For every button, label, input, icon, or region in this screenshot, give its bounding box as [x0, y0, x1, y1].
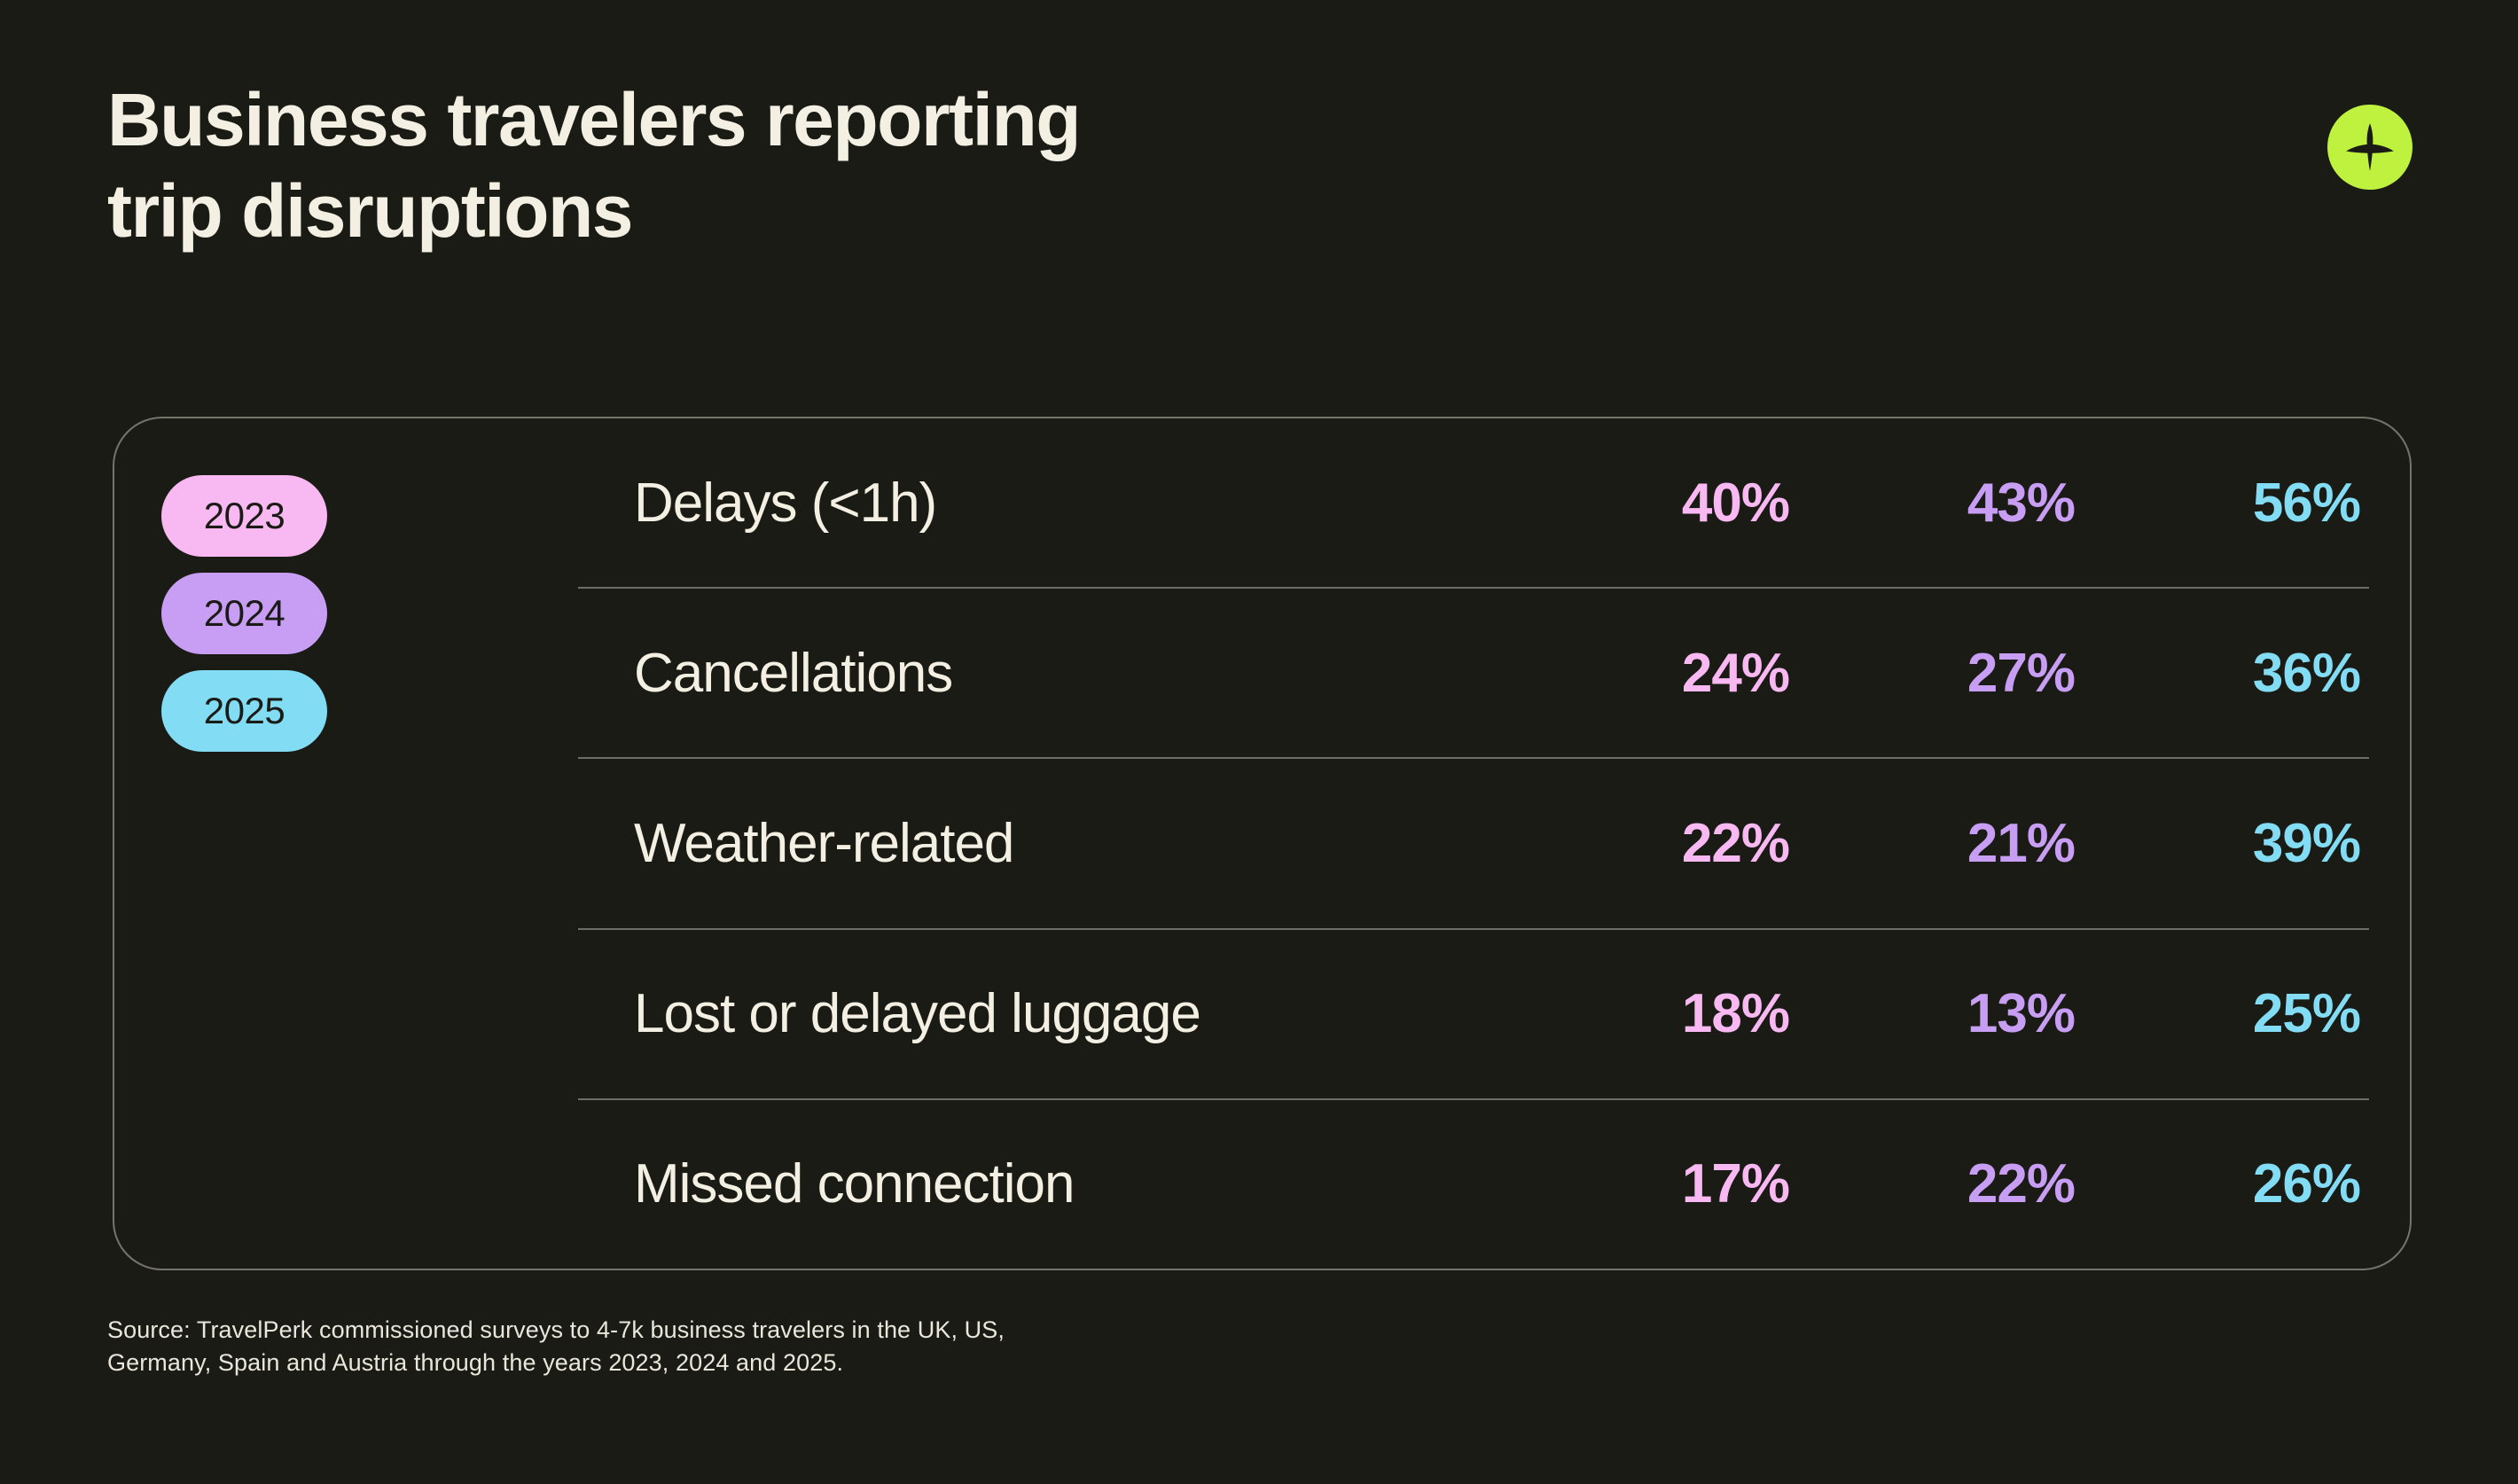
value-2024: 22% [1967, 1153, 2076, 1215]
value-2024: 27% [1967, 642, 2076, 704]
table-row-cancellations: Cancellations 24% 27% 36% [578, 587, 2369, 757]
page-title-line-2: trip disruptions [107, 169, 633, 253]
value-2023: 24% [1681, 642, 1790, 704]
value-2024: 13% [1967, 983, 2076, 1045]
source-line-2: Germany, Spain and Austria through the y… [107, 1349, 844, 1376]
value-2024: 21% [1967, 813, 2076, 874]
value-2025: 26% [2252, 1153, 2361, 1215]
disruptions-table: Delays (<1h) 40% 43% 56% Cancellations 2… [578, 418, 2369, 1269]
table-row-missed-connection: Missed connection 17% 22% 26% [578, 1097, 2369, 1269]
legend-pill-2024: 2024 [161, 573, 327, 654]
table-row-delays: Delays (<1h) 40% 43% 56% [578, 418, 2369, 587]
row-label: Lost or delayed luggage [634, 983, 1201, 1045]
legend-pill-2023: 2023 [161, 475, 327, 557]
page-title-line-1: Business travelers reporting [107, 78, 1082, 161]
value-2025: 39% [2252, 813, 2361, 874]
value-2023: 40% [1681, 472, 1790, 534]
airplane-icon [2346, 123, 2394, 171]
source-note: Source: TravelPerk commissioned surveys … [107, 1314, 1005, 1379]
value-2025: 25% [2252, 983, 2361, 1045]
value-2025: 56% [2252, 472, 2361, 534]
row-label: Cancellations [634, 642, 953, 704]
legend-pill-2025: 2025 [161, 670, 327, 752]
value-2025: 36% [2252, 642, 2361, 704]
value-2023: 22% [1681, 813, 1790, 874]
value-2023: 17% [1681, 1153, 1790, 1215]
source-line-1: Source: TravelPerk commissioned surveys … [107, 1316, 1005, 1343]
row-label: Weather-related [634, 813, 1014, 874]
row-label: Missed connection [634, 1153, 1075, 1215]
value-2023: 18% [1681, 983, 1790, 1045]
row-label: Delays (<1h) [634, 472, 937, 534]
data-card: 2023 2024 2025 Delays (<1h) 40% 43% 56% … [113, 417, 2412, 1270]
travelperk-logo [2327, 105, 2412, 190]
table-row-weather: Weather-related 22% 21% 39% [578, 757, 2369, 927]
legend: 2023 2024 2025 [161, 475, 327, 752]
table-row-luggage: Lost or delayed luggage 18% 13% 25% [578, 927, 2369, 1098]
value-2024: 43% [1967, 472, 2076, 534]
page-title: Business travelers reporting trip disrup… [107, 74, 1082, 257]
